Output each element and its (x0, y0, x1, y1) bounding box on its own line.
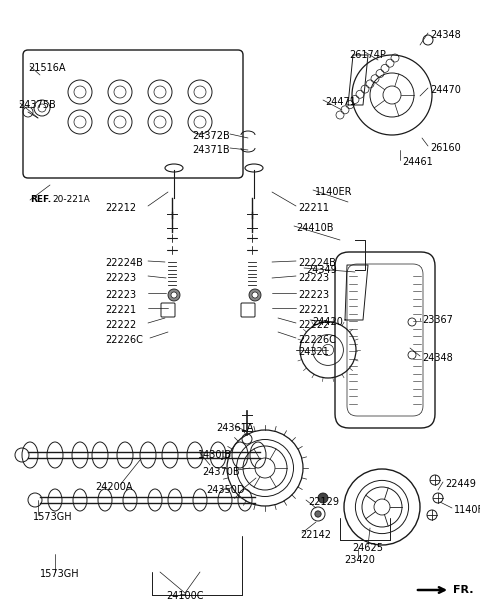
Text: 22222: 22222 (298, 320, 329, 330)
Text: 22223: 22223 (298, 273, 329, 283)
Text: 24349: 24349 (306, 265, 337, 275)
Text: 24361A: 24361A (216, 423, 254, 433)
Text: 22226C: 22226C (298, 335, 336, 345)
Text: 24625: 24625 (352, 543, 384, 553)
Text: 24420: 24420 (312, 317, 343, 327)
Text: 22224B: 22224B (298, 258, 336, 268)
Text: 23420: 23420 (345, 555, 375, 565)
Text: 21516A: 21516A (28, 63, 65, 73)
Text: 24461: 24461 (402, 157, 433, 167)
Text: 22226C: 22226C (105, 335, 143, 345)
Text: 24348: 24348 (422, 353, 453, 363)
Circle shape (249, 289, 261, 301)
Text: 24471: 24471 (325, 97, 356, 107)
Text: 24375B: 24375B (18, 100, 56, 110)
Text: 24100C: 24100C (166, 591, 204, 601)
Text: 1573GH: 1573GH (40, 569, 80, 579)
Text: 22223: 22223 (105, 273, 136, 283)
Text: 1573GH: 1573GH (33, 512, 72, 522)
Text: 22222: 22222 (105, 320, 136, 330)
Circle shape (318, 493, 328, 503)
Text: 26160: 26160 (430, 143, 461, 153)
Circle shape (168, 289, 180, 301)
Text: 24410B: 24410B (296, 223, 334, 233)
Text: 22224B: 22224B (105, 258, 143, 268)
Text: 24371B: 24371B (192, 145, 230, 155)
Circle shape (252, 292, 258, 298)
Text: 24370B: 24370B (203, 467, 240, 477)
Text: 20-221A: 20-221A (52, 196, 90, 204)
Text: 24470: 24470 (430, 85, 461, 95)
Text: 24350D: 24350D (206, 485, 245, 495)
Text: 24200A: 24200A (95, 482, 132, 492)
Circle shape (171, 292, 177, 298)
Text: 1140FY: 1140FY (454, 505, 480, 515)
Text: 24321: 24321 (298, 347, 329, 357)
Text: 22142: 22142 (300, 530, 331, 540)
Text: 22221: 22221 (105, 305, 136, 315)
Text: 22212: 22212 (105, 203, 136, 213)
Text: 24372B: 24372B (192, 131, 230, 141)
Text: 22223: 22223 (105, 290, 136, 300)
Text: 22449: 22449 (445, 479, 476, 489)
Text: 1140ER: 1140ER (315, 187, 352, 197)
Text: 22223: 22223 (298, 290, 329, 300)
Circle shape (315, 511, 321, 517)
Text: 22129: 22129 (308, 497, 339, 507)
Text: 24348: 24348 (430, 30, 461, 40)
Text: FR.: FR. (453, 585, 473, 595)
Text: REF.: REF. (30, 196, 51, 204)
Text: 26174P: 26174P (349, 50, 386, 60)
Text: 22221: 22221 (298, 305, 329, 315)
Text: 23367: 23367 (422, 315, 453, 325)
Text: 1430JB: 1430JB (198, 450, 232, 460)
Text: 22211: 22211 (298, 203, 329, 213)
